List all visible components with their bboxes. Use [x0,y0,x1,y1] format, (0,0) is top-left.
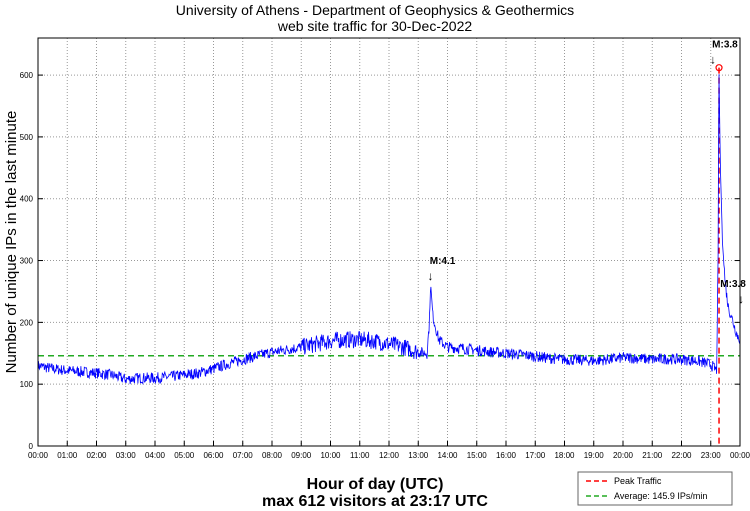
ticks: 00:00 01:00 02:00 03:00 04:00 05:00 06:00 07:00… [20,71,750,460]
x-tick-label: 12:00 [379,451,400,460]
grid [38,38,740,446]
y-tick-label: 400 [20,195,34,204]
x-tick-label: 00:00 [28,451,49,460]
chart-subtitle: web site traffic for 30-Dec-2022 [277,18,472,34]
x-tick-label: 16:00 [496,451,517,460]
x-tick-label: 11:00 [350,451,370,460]
x-tick-label: 14:00 [437,451,458,460]
series [37,74,741,385]
x-tick-label: 23:00 [701,451,722,460]
legend-label-peak: Peak Traffic [614,476,662,486]
y-tick-label: 100 [20,380,34,389]
y-axis-label: Number of unique IPs in the last minute [3,111,20,374]
x-tick-label: 13:00 [408,451,429,460]
x-tick-label: 06:00 [203,451,224,460]
x-tick-label: 15:00 [467,451,488,460]
annotation-arrow-icon: ↓ [738,292,744,306]
annotation-arrow-icon: ↓ [428,269,434,283]
x-tick-label: 02:00 [86,451,107,460]
x-tick-label: 18:00 [554,451,575,460]
x-tick-label: 03:00 [116,451,137,460]
chart-title: University of Athens - Department of Geo… [176,2,574,18]
annotation-label: M:4.1 [430,256,456,267]
x-tick-label: 22:00 [671,451,692,460]
x-tick-label: 00:00 [730,451,750,460]
y-tick-label: 500 [20,133,34,142]
x-tick-label: 17:00 [525,451,546,460]
legend-label-average: Average: 145.9 IPs/min [614,491,707,501]
annotation-label: M:3.8 [712,40,738,51]
peak-marker [715,64,723,72]
x-tick-label: 10:00 [320,451,341,460]
annotation-label: M:3.8 [720,279,746,290]
x-tick-label: 04:00 [145,451,166,460]
x-tick-label: 21:00 [642,451,663,460]
x-axis-label: Hour of day (UTC) [307,476,444,493]
y-tick-label: 600 [20,71,34,80]
x-tick-label: 20:00 [613,451,634,460]
annotation-arrow-icon: ↓ [710,53,716,67]
annotations: M:4.1 ↓ M:3.8 ↓ M:3.8 ↓ [428,40,747,306]
x-tick-label: 05:00 [174,451,195,460]
legend: Peak Traffic Average: 145.9 IPs/min [577,471,733,506]
x-tick-label: 01:00 [57,451,78,460]
max-visitors-label: max 612 visitors at 23:17 UTC [262,493,488,510]
x-tick-label: 07:00 [233,451,254,460]
x-tick-label: 08:00 [262,451,283,460]
legend-box [577,471,733,506]
y-tick-label: 300 [20,257,34,266]
series-line-traffic [37,74,741,385]
x-tick-label: 09:00 [291,451,312,460]
y-tick-label: 200 [20,318,34,327]
x-tick-label: 19:00 [584,451,605,460]
y-tick-label: 0 [29,442,34,451]
